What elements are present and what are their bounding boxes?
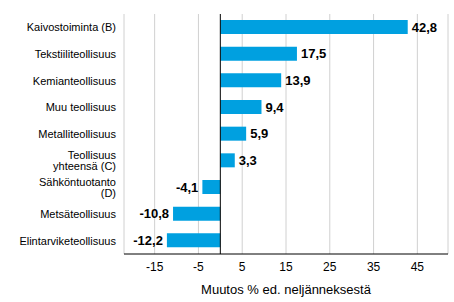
svg-text:Tekstiiliteollisuus: Tekstiiliteollisuus [35,48,117,60]
svg-text:-12,2: -12,2 [133,233,163,248]
svg-text:Kemianteollisuus: Kemianteollisuus [33,75,117,87]
svg-text:-15: -15 [146,260,164,274]
svg-text:35: 35 [367,260,381,274]
svg-text:45: 45 [411,260,425,274]
svg-text:-4,1: -4,1 [176,180,198,195]
svg-text:Metalliteollisuus: Metalliteollisuus [38,128,116,140]
svg-text:5: 5 [239,260,246,274]
svg-text:Kaivostoiminta (B): Kaivostoiminta (B) [27,21,116,33]
svg-text:-10,8: -10,8 [139,206,169,221]
svg-text:42,8: 42,8 [412,20,437,35]
svg-text:Teollisuusyhteensä (C): Teollisuusyhteensä (C) [53,149,116,172]
svg-text:Elintarviketeollisuus: Elintarviketeollisuus [19,235,116,247]
svg-text:3,3: 3,3 [239,153,257,168]
svg-text:17,5: 17,5 [301,46,326,61]
svg-text:Muutos % ed. neljänneksestä: Muutos % ed. neljänneksestä [201,282,372,297]
svg-text:-5: -5 [193,260,204,274]
svg-text:9,4: 9,4 [265,100,284,115]
svg-text:Muu teollisuus: Muu teollisuus [46,101,117,113]
svg-text:Metsäteollisuus: Metsäteollisuus [40,208,116,220]
svg-text:15: 15 [279,260,293,274]
svg-text:13,9: 13,9 [285,73,310,88]
svg-text:5,9: 5,9 [250,126,268,141]
svg-text:Sähköntuotanto(D): Sähköntuotanto(D) [39,176,116,199]
svg-text:25: 25 [323,260,337,274]
